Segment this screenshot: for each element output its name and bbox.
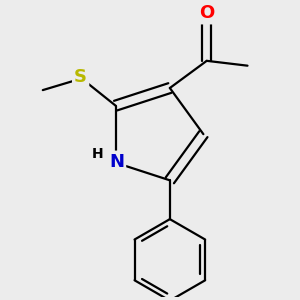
Text: H: H: [91, 147, 103, 161]
Text: N: N: [109, 153, 124, 171]
Text: O: O: [199, 4, 214, 22]
Text: S: S: [74, 68, 87, 85]
